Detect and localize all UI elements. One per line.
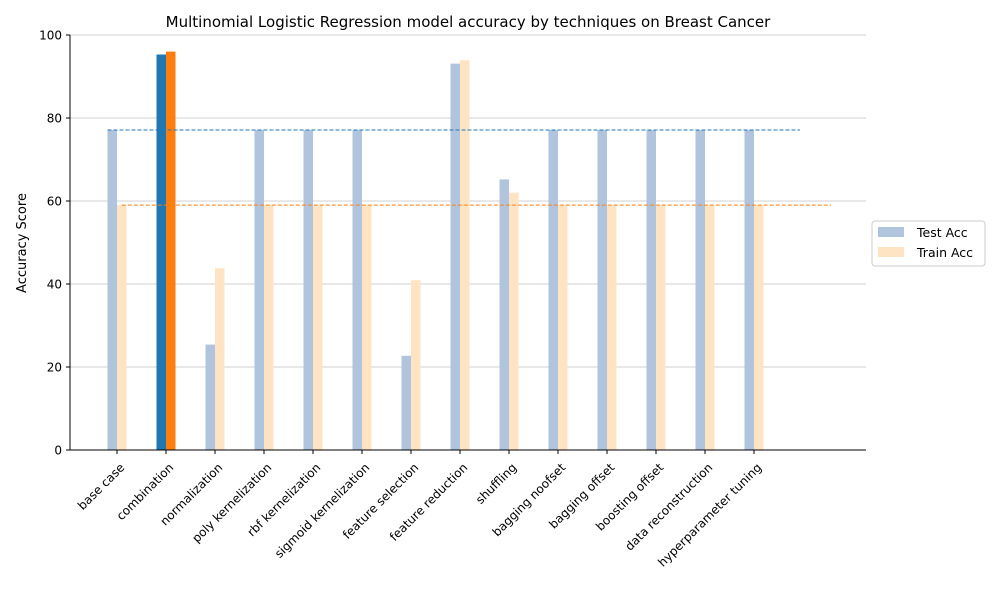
legend-swatch — [878, 227, 904, 237]
test-acc-bar — [548, 130, 558, 450]
legend: Test Acc Train Acc — [871, 220, 986, 267]
test-acc-bar — [646, 130, 656, 450]
train-acc-bar — [313, 205, 323, 450]
train-acc-bar — [558, 205, 568, 450]
train-acc-bar — [215, 268, 225, 450]
train-acc-bar — [509, 192, 519, 450]
y-tick-label: 20 — [47, 361, 62, 375]
x-tick-label: hyperparameter tuning — [655, 460, 764, 569]
y-tick-label: 80 — [47, 112, 62, 126]
train-acc-bar — [656, 205, 666, 450]
test-acc-bar — [156, 54, 166, 450]
train-acc-bar — [264, 205, 274, 450]
train-acc-bar — [607, 205, 617, 450]
train-acc-bar — [362, 205, 372, 450]
y-tick-label: 60 — [47, 195, 62, 209]
test-acc-bar — [450, 63, 460, 450]
legend-label: Train Acc — [916, 245, 973, 260]
test-acc-bar — [695, 130, 705, 450]
test-acc-bar — [107, 130, 117, 450]
chart-title: Multinomial Logistic Regression model ac… — [166, 13, 771, 31]
test-acc-bar — [254, 130, 264, 450]
test-acc-bar — [499, 179, 509, 451]
train-acc-bar — [705, 205, 715, 450]
legend-swatch — [878, 247, 904, 257]
train-acc-bar — [460, 60, 470, 450]
test-acc-bar — [205, 344, 215, 450]
train-acc-bar — [166, 51, 176, 450]
train-acc-bar — [411, 280, 421, 450]
test-acc-bar — [303, 130, 313, 450]
train-acc-bar — [754, 205, 764, 450]
bars — [107, 51, 764, 451]
train-acc-bar — [117, 205, 127, 450]
baseline-lines — [107, 129, 831, 206]
x-tick-label: sigmoid kernelization — [272, 460, 372, 560]
test-acc-bar — [401, 355, 411, 450]
x-tick-label: shuffling — [473, 460, 519, 506]
x-tick-label: data reconstruction — [622, 460, 715, 553]
test-acc-bar — [597, 130, 607, 450]
test-acc-bar — [744, 130, 754, 450]
y-tick-label: 100 — [39, 29, 62, 43]
x-tick-label: base case — [75, 460, 127, 512]
y-tick-label: 40 — [47, 278, 62, 292]
y-tick-label: 0 — [54, 444, 62, 458]
legend-label: Test Acc — [916, 225, 968, 240]
y-axis-label: Accuracy Score — [15, 193, 30, 293]
test-acc-bar — [352, 130, 362, 450]
